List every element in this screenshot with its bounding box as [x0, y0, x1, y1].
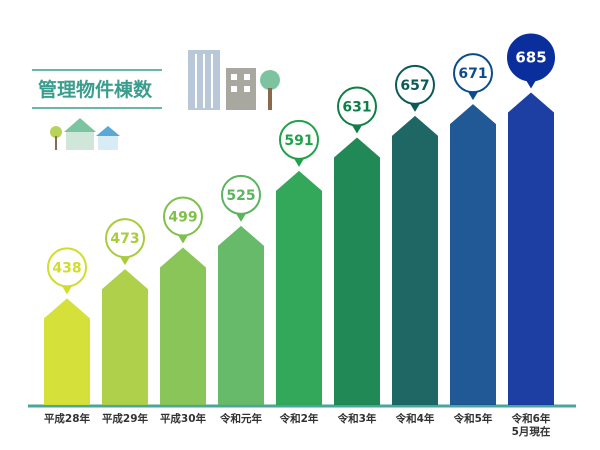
label-bubble [337, 86, 377, 127]
data-label: 525 [226, 188, 255, 204]
data-label: 438 [52, 260, 81, 276]
label-bubble [105, 218, 145, 259]
x-tick-label: 平成30年 [159, 413, 207, 425]
bar [392, 115, 438, 405]
bar [508, 92, 554, 405]
label-bubble [163, 196, 203, 237]
data-label: 685 [515, 49, 546, 67]
bar [334, 137, 380, 405]
x-tick-label: 令和2年 [279, 413, 319, 425]
data-label: 473 [110, 231, 139, 247]
x-tick-label: 令和3年 [337, 413, 377, 425]
label-bubble [507, 33, 555, 82]
label-bubble [279, 119, 319, 160]
label-bubble [453, 53, 493, 94]
bar [44, 298, 90, 405]
data-label: 671 [458, 66, 487, 82]
bar [160, 247, 206, 405]
chart-title: 管理物件棟数 [38, 78, 153, 101]
x-tick-label: 平成29年 [101, 413, 149, 425]
x-tick-label: 令和4年 [395, 413, 435, 425]
x-tick-label: 令和元年 [220, 413, 262, 425]
bar [102, 269, 148, 405]
label-bubble [47, 247, 87, 288]
x-tick-label: 令和6年 5月現在 [511, 413, 551, 438]
bar [276, 170, 322, 405]
data-label: 591 [284, 133, 313, 149]
label-bubble [395, 64, 435, 105]
x-tick-label: 令和5年 [453, 413, 493, 425]
bar [218, 225, 264, 405]
x-tick-label: 平成28年 [43, 413, 91, 425]
building-icon [188, 50, 280, 110]
data-label: 657 [400, 78, 429, 94]
data-label: 631 [342, 100, 371, 116]
house-icon [50, 118, 120, 150]
label-bubble [221, 174, 261, 215]
data-label: 499 [168, 210, 197, 226]
bar [450, 104, 496, 406]
